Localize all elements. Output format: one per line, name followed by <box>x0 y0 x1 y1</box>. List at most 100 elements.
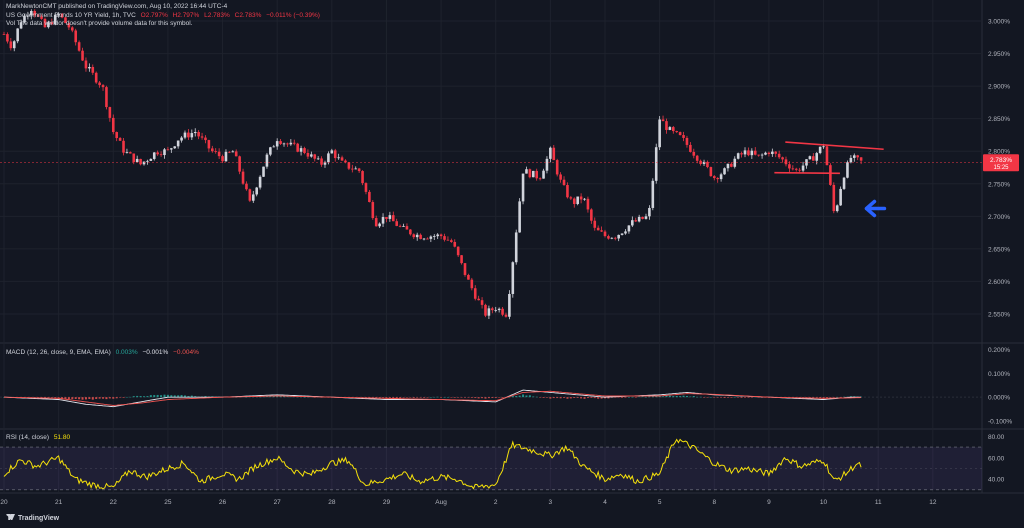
candle-body <box>23 15 26 23</box>
macd-histogram-bar <box>627 397 630 398</box>
macd-tick-label: 0.000% <box>988 395 1010 402</box>
macd-histogram-bar <box>457 397 460 398</box>
candle-body <box>344 160 347 163</box>
tradingview-logo[interactable]: TradingView <box>6 514 59 522</box>
candle-body <box>330 150 334 154</box>
macd-histogram-bar <box>566 397 569 399</box>
candle-body <box>842 177 846 189</box>
candle-body <box>627 225 631 232</box>
macd-histogram-bar <box>402 397 405 398</box>
candle-body <box>815 153 819 161</box>
macd-histogram-bar <box>563 397 566 398</box>
candle-body <box>269 147 272 155</box>
candle-body <box>767 152 771 155</box>
macd-histogram-bar <box>382 397 385 398</box>
rsi-legend[interactable]: RSI (14, close) 51.80 <box>6 434 73 442</box>
candle-body <box>429 236 433 239</box>
macd-histogram-bar <box>614 397 617 398</box>
x-tick-label: 10 <box>820 499 828 506</box>
x-tick-label: 26 <box>219 499 227 506</box>
candle-body <box>40 16 43 19</box>
candle-body <box>514 232 518 263</box>
candle-body <box>846 162 849 178</box>
symbol-legend[interactable]: US Government Bonds 10 YR Yield, 1h, TVC… <box>6 12 323 20</box>
candle-body <box>706 161 709 168</box>
candle-body <box>798 169 801 171</box>
macd-legend[interactable]: MACD (12, 26, close, 9, EMA, EMA) 0.003%… <box>6 349 202 357</box>
macd-histogram-bar <box>750 397 753 398</box>
price-tick-label: 2.550% <box>988 311 1010 318</box>
macd-histogram-bar <box>573 397 576 398</box>
candle-body <box>426 238 429 240</box>
candle-body <box>255 187 258 195</box>
macd-histogram-bar <box>173 395 176 398</box>
candle-body <box>511 262 515 294</box>
macd-histogram-bar <box>187 396 190 398</box>
macd-tick-label: 0.200% <box>988 347 1010 354</box>
candle-body <box>528 169 532 178</box>
candle-body <box>651 180 655 208</box>
candle-body <box>572 198 576 205</box>
macd-histogram-bar <box>132 396 135 398</box>
candle-body <box>176 140 180 147</box>
candle-body <box>405 226 409 230</box>
candle-body <box>555 160 559 175</box>
macd-histogram-bar <box>559 397 562 399</box>
macd-histogram-bar <box>689 396 692 398</box>
price-tick-label: 2.600% <box>988 279 1010 286</box>
candle-body <box>579 196 583 200</box>
candle-body <box>805 159 808 166</box>
x-tick-label: 3 <box>549 499 553 506</box>
candle-body <box>187 132 190 138</box>
candle-body <box>316 158 320 160</box>
macd-histogram-bar <box>136 395 139 398</box>
volume-note: Vol The data vendor doesn't provide volu… <box>6 20 195 28</box>
macd-histogram-bar <box>641 396 644 398</box>
macd-histogram-bar <box>416 397 419 398</box>
candle-body <box>146 160 149 162</box>
candle-body <box>152 152 156 159</box>
macd-histogram-bar <box>638 396 641 398</box>
candle-body <box>364 183 368 192</box>
macd-histogram-bar <box>843 396 846 398</box>
low-value: L2.783% <box>204 12 230 19</box>
macd-histogram-bar <box>675 395 678 398</box>
candle-body <box>391 215 395 222</box>
macd-histogram-bar <box>819 397 822 399</box>
macd-tick-label: 0.100% <box>988 371 1010 378</box>
candle-body <box>774 151 778 154</box>
candle-body <box>491 308 494 311</box>
macd-histogram-bar <box>235 397 238 398</box>
candle-body <box>286 143 289 145</box>
price-tick-label: 2.650% <box>988 246 1010 253</box>
x-tick-label: 5 <box>658 499 662 506</box>
macd-histogram-bar <box>836 396 839 398</box>
candle-body <box>832 184 836 212</box>
macd-histogram-bar <box>289 396 292 398</box>
macd-histogram-bar <box>405 397 408 398</box>
macd-histogram-bar <box>67 397 70 400</box>
candle-body <box>576 196 579 205</box>
candle-body <box>282 143 286 145</box>
candle-body <box>518 201 521 233</box>
candle-body <box>159 154 163 156</box>
candle-body <box>757 154 760 156</box>
macd-histogram-bar <box>713 397 716 398</box>
candle-body <box>467 274 470 280</box>
macd-histogram-bar <box>139 396 142 398</box>
macd-histogram-bar <box>853 396 856 398</box>
macd-histogram-bar <box>283 396 286 398</box>
candle-body <box>43 18 47 28</box>
published-line: MarkNewtonCMT published on TradingView.c… <box>6 3 230 11</box>
candle-body <box>835 205 839 212</box>
candle-body <box>19 22 23 29</box>
candle-body <box>333 150 337 159</box>
macd-signal-line <box>4 390 862 406</box>
macd-histogram-bar <box>720 397 723 398</box>
candle-body <box>388 215 392 219</box>
candle-body <box>91 66 95 73</box>
macd-histogram-bar <box>385 397 388 399</box>
macd-histogram-bar <box>665 395 668 398</box>
macd-histogram-bar <box>423 397 426 398</box>
